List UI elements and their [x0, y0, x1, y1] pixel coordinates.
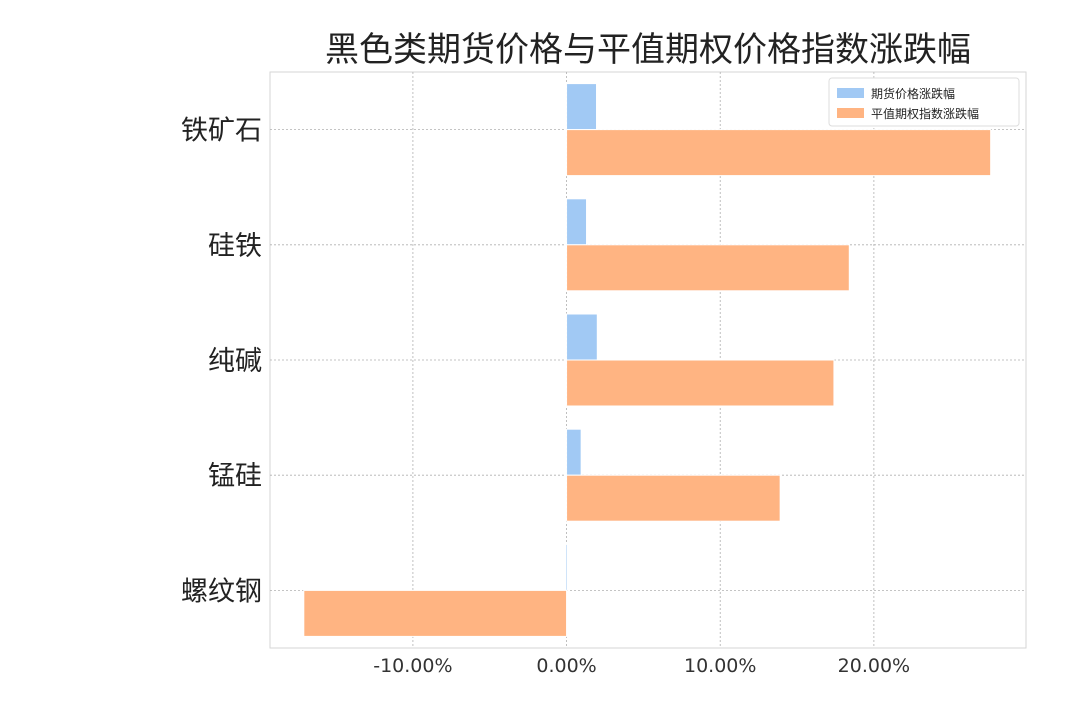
option-bar-1: [566, 129, 992, 177]
futures-bar-5: [565, 543, 568, 591]
legend-label-1: 期货价格涨跌幅: [871, 86, 955, 101]
y-tick-label: 纯碱: [208, 346, 262, 377]
option-bar-3: [566, 359, 835, 407]
y-tick-label: 硅铁: [208, 231, 262, 262]
option-bar-5: [303, 589, 568, 637]
chart-title: 黑色类期货价格与平值期权价格指数涨跌幅: [325, 30, 971, 70]
futures-bar-2: [566, 198, 588, 246]
x-tick-label: -10.00%: [373, 655, 452, 677]
y-tick-label: 铁矿石: [181, 116, 262, 147]
option-bar-4: [566, 474, 781, 522]
x-tick-label: 20.00%: [838, 655, 910, 677]
legend-label-2: 平值期权指数涨跌幅: [871, 106, 979, 121]
legend-swatch-1: [837, 88, 864, 98]
legend-box: [828, 77, 1020, 127]
futures-bar-4: [566, 428, 582, 476]
y-tick-label: 螺纹钢: [181, 576, 262, 607]
x-tick-label: 10.00%: [684, 655, 756, 677]
x-tick-label: 0.00%: [536, 655, 596, 677]
legend-swatch-2: [837, 108, 864, 118]
option-bar-2: [566, 244, 850, 292]
y-tick-label: 锰硅: [208, 461, 262, 492]
futures-bar-1: [566, 83, 598, 131]
futures-bar-3: [566, 313, 598, 361]
